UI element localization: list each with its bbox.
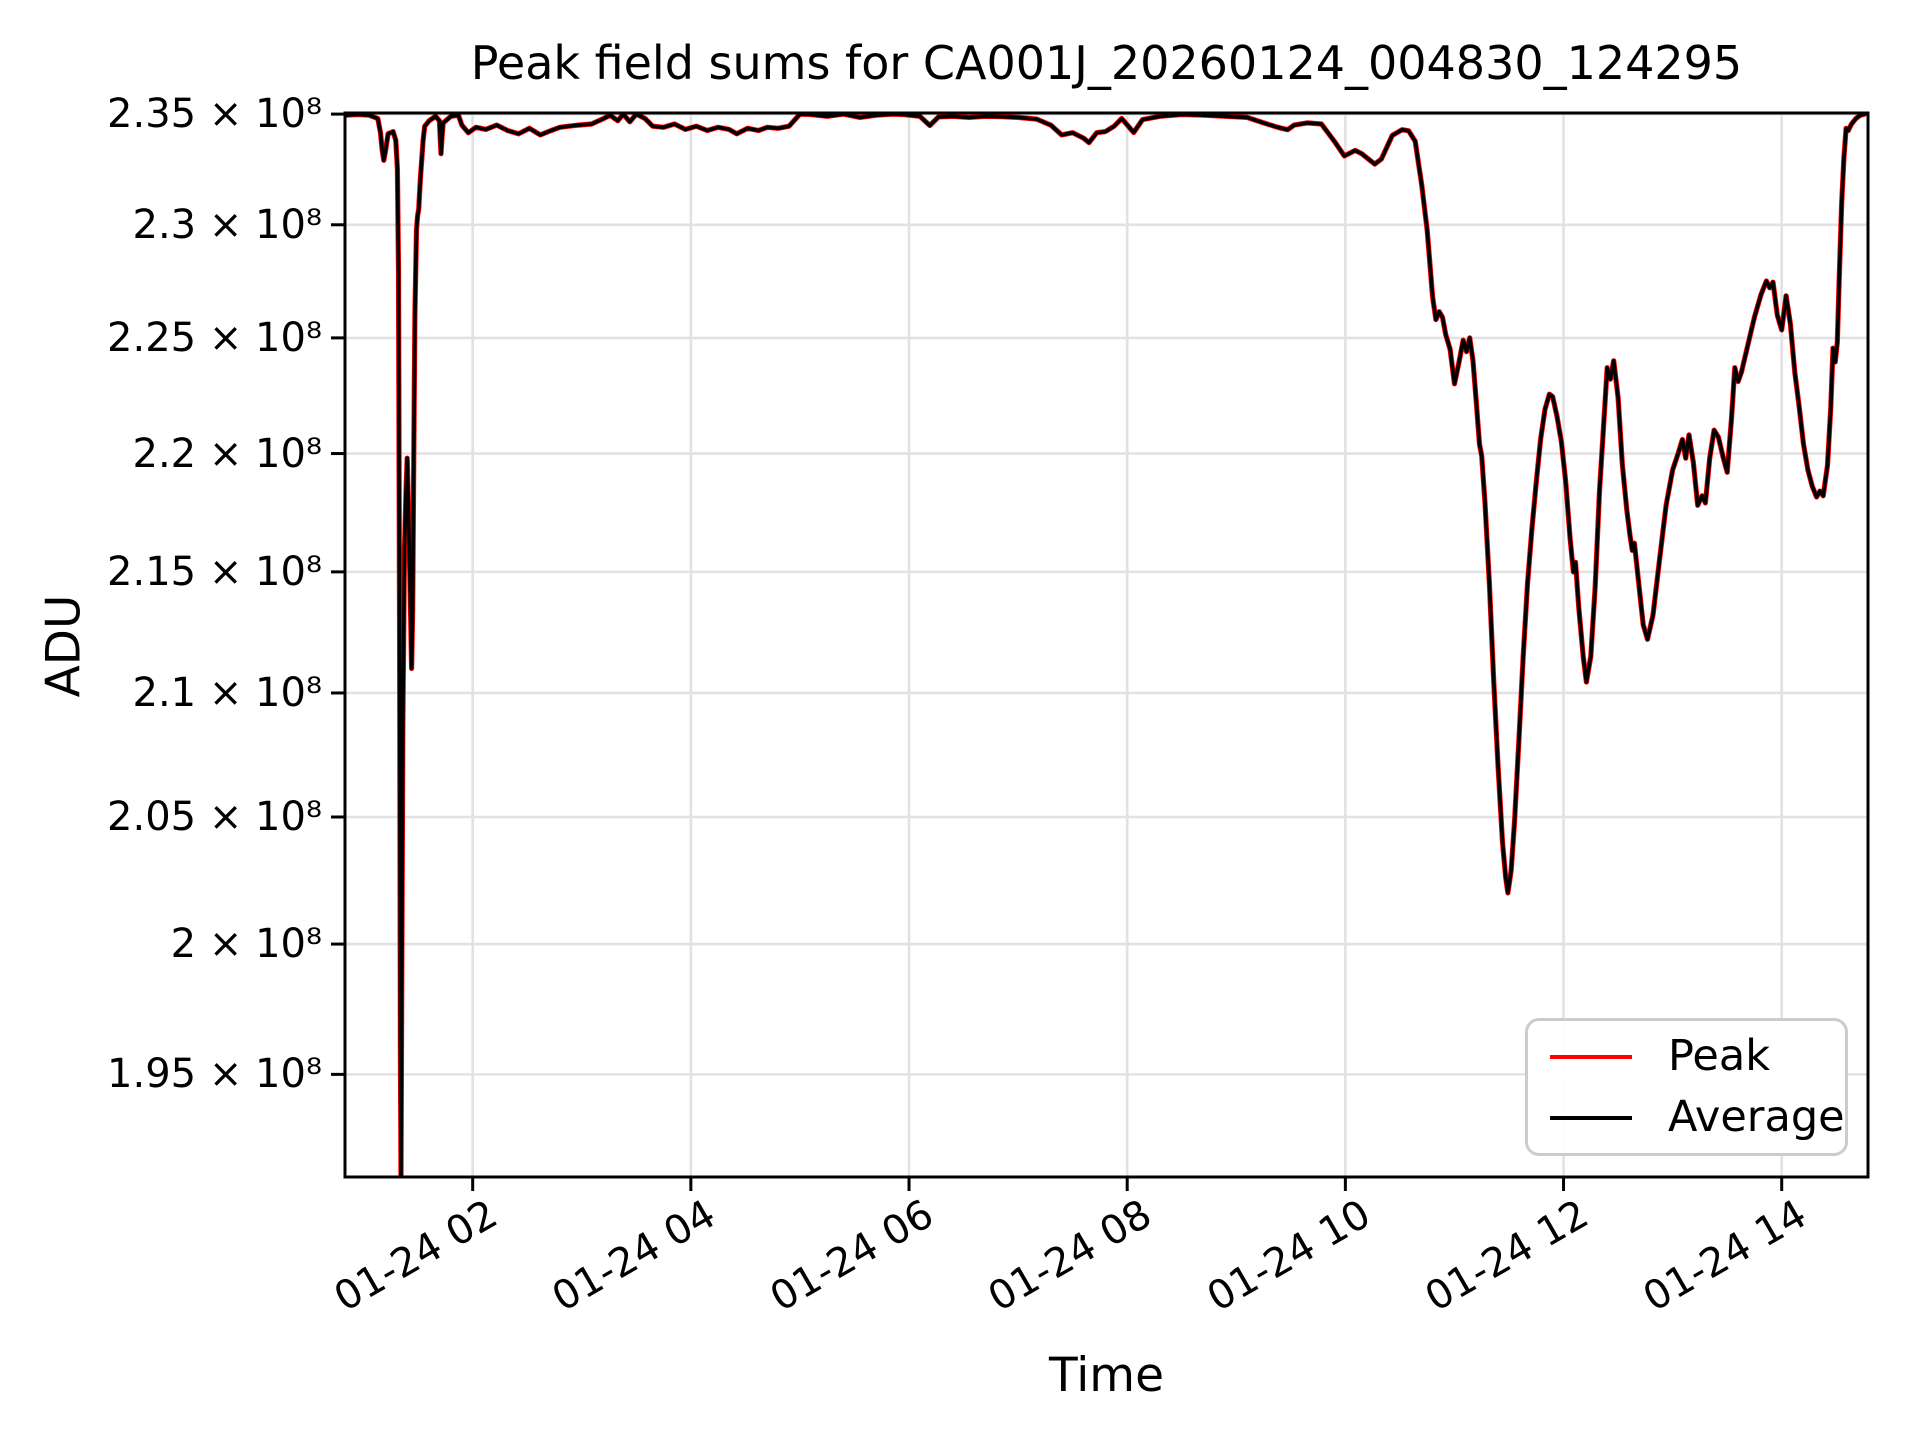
tick-marks: [331, 112, 1784, 1191]
y-tick-label: 2.2 × 10⁸: [132, 430, 323, 477]
average-line-sample: [1550, 1115, 1632, 1120]
y-tick-label: 1.95 × 10⁸: [107, 1051, 322, 1098]
y-tick-label: 2.3 × 10⁸: [132, 201, 323, 248]
chart-title: Peak field sums for CA001J_20260124_0048…: [470, 36, 1743, 90]
average-series-line: [345, 113, 1867, 1177]
peak-series-line: [345, 113, 1868, 1177]
y-tick-label: 2.25 × 10⁸: [107, 314, 322, 361]
x-axis-label: Time: [1048, 1348, 1165, 1403]
y-tick-label: 2.1 × 10⁸: [132, 669, 323, 716]
y-tick-label: 2.35 × 10⁸: [107, 91, 322, 138]
legend-label-peak: Peak: [1668, 1031, 1771, 1081]
legend: Peak Average: [1525, 1018, 1848, 1156]
data-series: [345, 113, 1868, 1177]
legend-entry-average: Average: [1550, 1096, 1845, 1139]
y-tick-label: 2.05 × 10⁸: [107, 793, 322, 840]
y-tick-label: 2 × 10⁸: [170, 921, 322, 968]
peak-line-sample: [1550, 1054, 1632, 1059]
legend-entry-peak: Peak: [1550, 1035, 1845, 1078]
axes-frame: [343, 111, 1870, 1179]
legend-label-average: Average: [1668, 1092, 1845, 1142]
y-tick-label: 2.15 × 10⁸: [107, 548, 322, 595]
gridlines: [345, 112, 1868, 1177]
